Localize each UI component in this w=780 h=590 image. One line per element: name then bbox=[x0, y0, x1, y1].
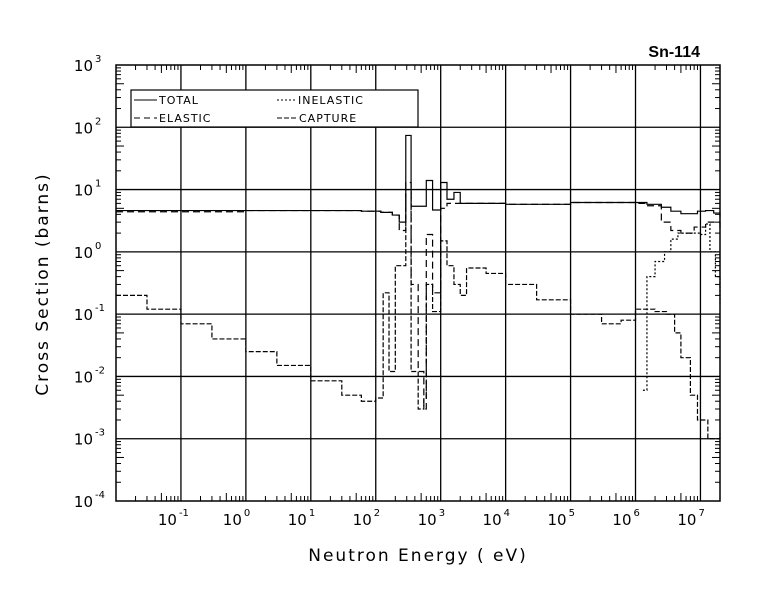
y-tick-label-exponent: -2 bbox=[95, 365, 105, 376]
y-tick-label-exponent: 3 bbox=[95, 54, 101, 65]
legend-label-inelastic: INELASTIC bbox=[298, 94, 364, 107]
x-tick-label: 10 bbox=[547, 511, 566, 529]
y-tick-label: 10 bbox=[74, 57, 93, 75]
y-tick-label: 10 bbox=[74, 119, 93, 137]
x-tick-label-exponent: 4 bbox=[504, 508, 510, 519]
x-tick-label-exponent: 0 bbox=[244, 508, 250, 519]
x-tick-label-exponent: 1 bbox=[309, 508, 315, 519]
x-tick-label-exponent: 2 bbox=[374, 508, 380, 519]
x-axis-label: Neutron Energy ( eV) bbox=[308, 546, 528, 566]
y-tick-label: 10 bbox=[74, 244, 93, 262]
x-tick-label: 10 bbox=[288, 511, 307, 529]
x-tick-label: 10 bbox=[353, 511, 372, 529]
series-capture bbox=[116, 188, 721, 440]
legend-box bbox=[130, 89, 419, 128]
y-tick-label-exponent: -1 bbox=[95, 303, 105, 314]
legend-label-elastic: ELASTIC bbox=[159, 112, 211, 125]
y-tick-label: 10 bbox=[74, 306, 93, 324]
x-tick-label: 10 bbox=[418, 511, 437, 529]
y-tick-label-exponent: -4 bbox=[95, 490, 105, 501]
y-axis-label: Cross Section (barns) bbox=[33, 172, 53, 395]
x-tick-label: 10 bbox=[483, 511, 502, 529]
chart-title: Sn-114 bbox=[648, 44, 700, 61]
series-inelastic bbox=[642, 223, 721, 391]
x-tick-label-exponent: 7 bbox=[698, 508, 704, 519]
legend: TOTAL ELASTIC INELASTIC CAPTURE bbox=[130, 89, 419, 128]
y-tick-label: 10 bbox=[74, 431, 93, 449]
plot-frame bbox=[115, 64, 721, 502]
grid bbox=[116, 65, 720, 501]
series-layer bbox=[116, 134, 721, 440]
series-elastic bbox=[116, 181, 721, 410]
legend-label-capture: CAPTURE bbox=[299, 112, 357, 125]
y-tick-label: 10 bbox=[74, 493, 93, 511]
series-total bbox=[116, 134, 721, 223]
x-tick-label-exponent: -1 bbox=[179, 508, 189, 519]
y-tick-label-exponent: 2 bbox=[95, 116, 101, 127]
y-tick-label: 10 bbox=[74, 182, 93, 200]
x-tick-label-exponent: 6 bbox=[634, 508, 640, 519]
x-tick-label: 10 bbox=[223, 511, 242, 529]
x-tick-label: 10 bbox=[612, 511, 631, 529]
legend-label-total: TOTAL bbox=[158, 94, 199, 107]
x-tick-label: 10 bbox=[677, 511, 696, 529]
x-tick-label-exponent: 5 bbox=[569, 508, 575, 519]
y-tick-label: 10 bbox=[74, 368, 93, 386]
y-tick-label-exponent: 0 bbox=[95, 241, 101, 252]
x-tick-label-exponent: 3 bbox=[439, 508, 445, 519]
y-tick-label-exponent: -3 bbox=[95, 428, 105, 439]
tick-layer: 10 -1 10 0 10 1 10 2 10 3 10 4 10 5 10 6 10 710 310 210 110 0… bbox=[74, 54, 720, 529]
x-tick-label: 10 bbox=[158, 511, 177, 529]
y-tick-label-exponent: 1 bbox=[95, 179, 101, 190]
